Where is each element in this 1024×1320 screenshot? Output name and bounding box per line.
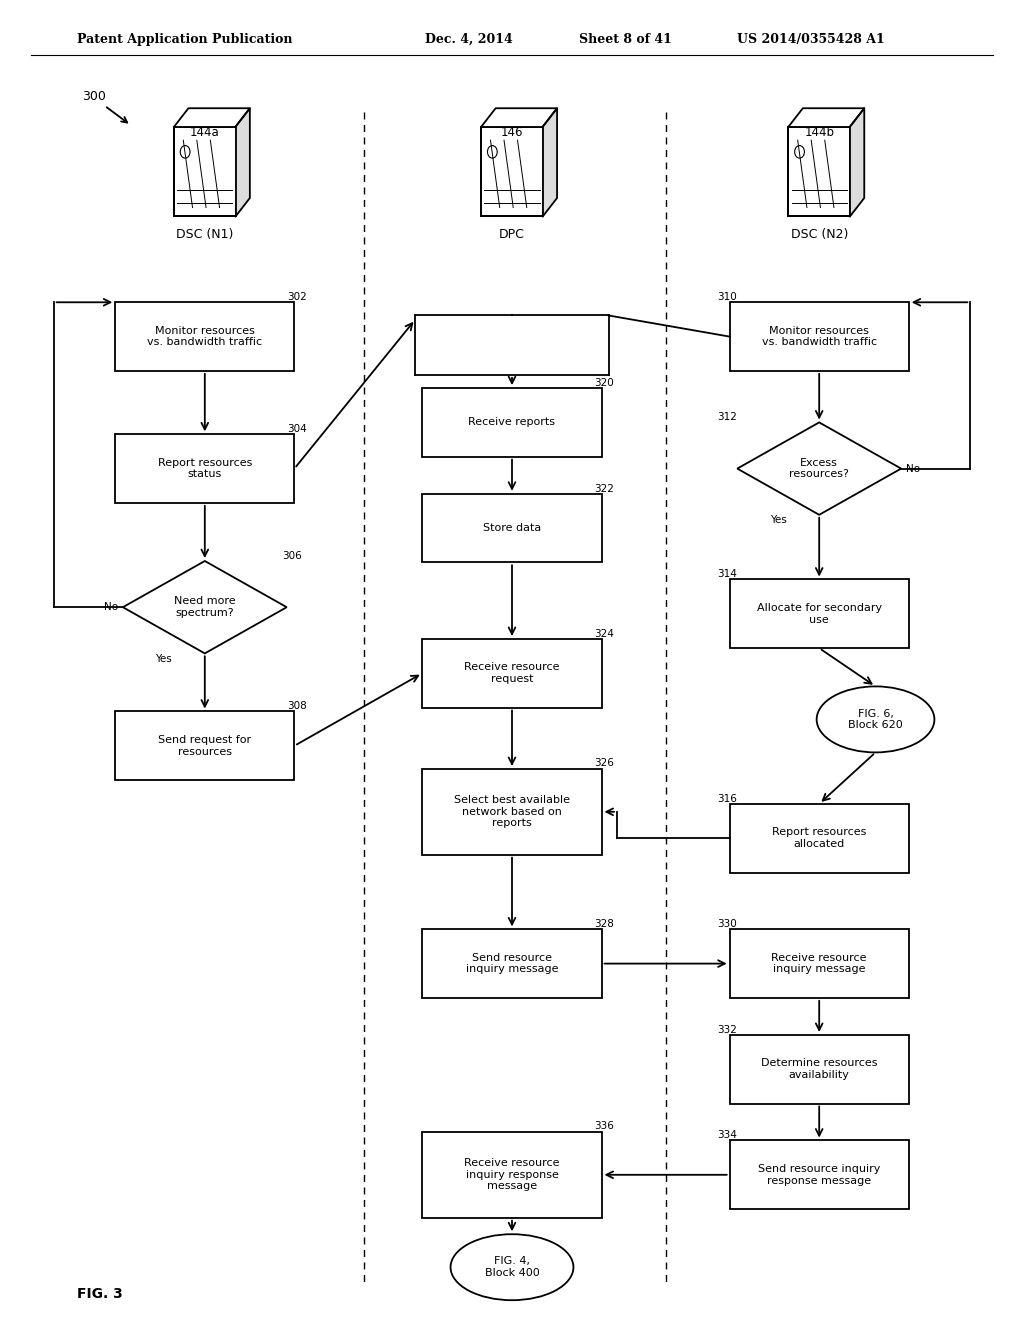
FancyBboxPatch shape xyxy=(481,127,543,216)
FancyBboxPatch shape xyxy=(422,1133,601,1217)
FancyBboxPatch shape xyxy=(116,302,295,371)
Circle shape xyxy=(487,145,498,158)
FancyBboxPatch shape xyxy=(788,127,850,216)
Text: Sheet 8 of 41: Sheet 8 of 41 xyxy=(579,33,672,46)
FancyBboxPatch shape xyxy=(729,929,909,998)
FancyBboxPatch shape xyxy=(174,127,236,216)
Text: Receive resource
inquiry message: Receive resource inquiry message xyxy=(771,953,867,974)
Text: Send resource
inquiry message: Send resource inquiry message xyxy=(466,953,558,974)
Text: 144b: 144b xyxy=(804,125,835,139)
Ellipse shape xyxy=(451,1234,573,1300)
FancyBboxPatch shape xyxy=(116,711,295,780)
Text: Store data: Store data xyxy=(483,523,541,533)
Text: Patent Application Publication: Patent Application Publication xyxy=(77,33,292,46)
Text: 302: 302 xyxy=(287,292,307,302)
Text: No: No xyxy=(906,463,921,474)
Text: 328: 328 xyxy=(594,919,614,929)
Text: 334: 334 xyxy=(717,1130,737,1140)
Text: DSC (N2): DSC (N2) xyxy=(791,228,848,242)
Text: Monitor resources
vs. bandwidth traffic: Monitor resources vs. bandwidth traffic xyxy=(762,326,877,347)
Text: Report resources
allocated: Report resources allocated xyxy=(772,828,866,849)
Text: Receive resource
request: Receive resource request xyxy=(464,663,560,684)
Text: 332: 332 xyxy=(717,1024,737,1035)
Text: FIG. 6,
Block 620: FIG. 6, Block 620 xyxy=(848,709,903,730)
Polygon shape xyxy=(123,561,287,653)
FancyBboxPatch shape xyxy=(422,768,601,855)
Text: 144a: 144a xyxy=(189,125,220,139)
Text: Need more
spectrum?: Need more spectrum? xyxy=(174,597,236,618)
FancyBboxPatch shape xyxy=(729,302,909,371)
Text: 320: 320 xyxy=(594,378,614,388)
Text: 322: 322 xyxy=(594,483,614,494)
FancyBboxPatch shape xyxy=(729,1035,909,1104)
Text: Receive resource
inquiry response
message: Receive resource inquiry response messag… xyxy=(464,1158,560,1192)
Text: Yes: Yes xyxy=(156,653,172,664)
Text: Send resource inquiry
response message: Send resource inquiry response message xyxy=(758,1164,881,1185)
Text: FIG. 3: FIG. 3 xyxy=(77,1287,123,1300)
Text: 310: 310 xyxy=(717,292,737,302)
Polygon shape xyxy=(236,108,250,216)
Text: US 2014/0355428 A1: US 2014/0355428 A1 xyxy=(737,33,885,46)
Polygon shape xyxy=(543,108,557,216)
FancyBboxPatch shape xyxy=(729,1140,909,1209)
FancyBboxPatch shape xyxy=(116,434,295,503)
Text: DPC: DPC xyxy=(499,228,525,242)
Text: DSC (N1): DSC (N1) xyxy=(176,228,233,242)
Text: Determine resources
availability: Determine resources availability xyxy=(761,1059,878,1080)
Text: 330: 330 xyxy=(717,919,737,929)
Text: 316: 316 xyxy=(717,793,737,804)
Text: Send request for
resources: Send request for resources xyxy=(159,735,251,756)
Text: Receive reports: Receive reports xyxy=(469,417,555,428)
Text: 300: 300 xyxy=(82,90,105,103)
Text: 312: 312 xyxy=(717,412,737,422)
Polygon shape xyxy=(481,108,557,127)
Polygon shape xyxy=(174,108,250,127)
Text: Allocate for secondary
use: Allocate for secondary use xyxy=(757,603,882,624)
Text: 326: 326 xyxy=(594,758,614,768)
Text: No: No xyxy=(103,602,118,612)
Text: Dec. 4, 2014: Dec. 4, 2014 xyxy=(425,33,513,46)
Text: Yes: Yes xyxy=(770,515,786,525)
FancyBboxPatch shape xyxy=(729,804,909,873)
Text: 336: 336 xyxy=(594,1121,614,1131)
Text: 314: 314 xyxy=(717,569,737,579)
Text: 146: 146 xyxy=(501,125,523,139)
Circle shape xyxy=(180,145,190,158)
FancyBboxPatch shape xyxy=(422,639,601,708)
FancyBboxPatch shape xyxy=(422,388,601,457)
FancyBboxPatch shape xyxy=(729,579,909,648)
Text: Report resources
status: Report resources status xyxy=(158,458,252,479)
Polygon shape xyxy=(737,422,901,515)
Text: Monitor resources
vs. bandwidth traffic: Monitor resources vs. bandwidth traffic xyxy=(147,326,262,347)
Ellipse shape xyxy=(816,686,934,752)
FancyBboxPatch shape xyxy=(422,494,601,562)
Circle shape xyxy=(795,145,805,158)
Text: FIG. 4,
Block 400: FIG. 4, Block 400 xyxy=(484,1257,540,1278)
Text: Excess
resources?: Excess resources? xyxy=(790,458,849,479)
Text: 306: 306 xyxy=(282,550,302,561)
Text: 308: 308 xyxy=(287,701,307,711)
Text: Select best available
network based on
reports: Select best available network based on r… xyxy=(454,795,570,829)
Polygon shape xyxy=(850,108,864,216)
Polygon shape xyxy=(788,108,864,127)
Text: 304: 304 xyxy=(287,424,307,434)
Text: 324: 324 xyxy=(594,628,614,639)
FancyBboxPatch shape xyxy=(422,929,601,998)
